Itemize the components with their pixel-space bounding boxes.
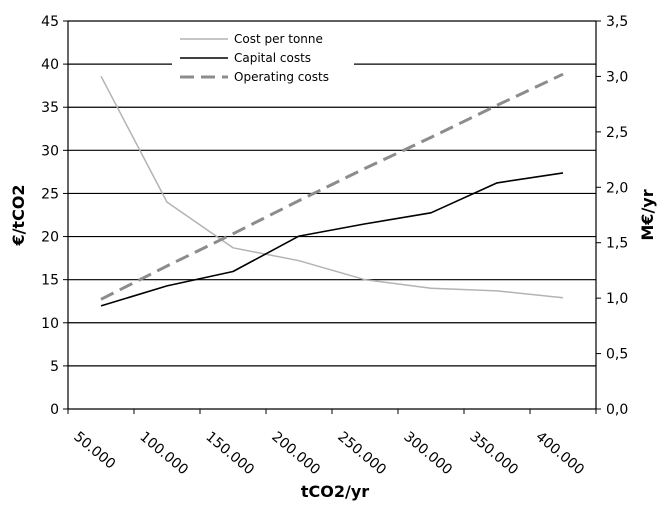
- right-tick-label: 2,0: [606, 180, 628, 196]
- left-axis-title: €/tCO2: [9, 184, 28, 246]
- x-tick-label: 200.000: [268, 429, 323, 478]
- right-tick-label: 1,5: [606, 236, 628, 252]
- left-tick-label: 25: [41, 186, 59, 202]
- right-axis-ticks: 0,0 0,5 1,0 1,5 2,0 2,5 3,0 3,5: [596, 14, 628, 418]
- left-tick-label: 5: [50, 359, 59, 375]
- right-tick-label: 1,0: [606, 291, 628, 307]
- right-axis-title: M€/yr: [638, 189, 657, 240]
- legend-label: Operating costs: [234, 70, 329, 84]
- x-tick-label: 100.000: [136, 429, 191, 478]
- x-axis-ticks: 50.000 100.000 150.000 200.000 250.000 300.00…: [67, 409, 597, 478]
- left-tick-label: 20: [41, 230, 59, 246]
- left-tick-label: 35: [41, 100, 59, 116]
- x-tick-label: 350.000: [466, 429, 521, 478]
- x-tick-label: 250.000: [334, 429, 389, 478]
- x-axis-title: tCO2/yr: [301, 482, 369, 501]
- legend: Cost per tonne Capital costs Operating cos…: [172, 29, 354, 88]
- right-tick-label: 3,0: [606, 69, 628, 85]
- left-tick-label: 15: [41, 273, 59, 289]
- series-line-2: [100, 172, 564, 307]
- right-tick-label: 2,5: [606, 125, 628, 141]
- x-tick-label: 150.000: [202, 429, 257, 478]
- left-tick-label: 45: [41, 14, 59, 30]
- right-tick-label: 0,0: [606, 402, 628, 418]
- series-line-3: [100, 72, 564, 301]
- series-lines: [100, 72, 564, 307]
- left-tick-label: 0: [50, 402, 59, 418]
- series-line-1: [100, 75, 564, 299]
- x-tick-label: 400.000: [532, 429, 587, 478]
- left-tick-label: 40: [41, 57, 59, 73]
- right-tick-label: 3,5: [606, 14, 628, 30]
- right-tick-label: 0,5: [606, 347, 628, 363]
- x-tick-label: 300.000: [400, 429, 455, 478]
- left-axis-ticks: 0 5 10 15 20 25 30 35 40 45: [41, 14, 68, 418]
- legend-label: Cost per tonne: [234, 32, 323, 46]
- grid-lines: [68, 20, 596, 367]
- left-tick-label: 10: [41, 316, 59, 332]
- legend-label: Capital costs: [234, 51, 311, 65]
- left-tick-label: 30: [41, 143, 59, 159]
- x-tick-label: 50.000: [70, 429, 118, 473]
